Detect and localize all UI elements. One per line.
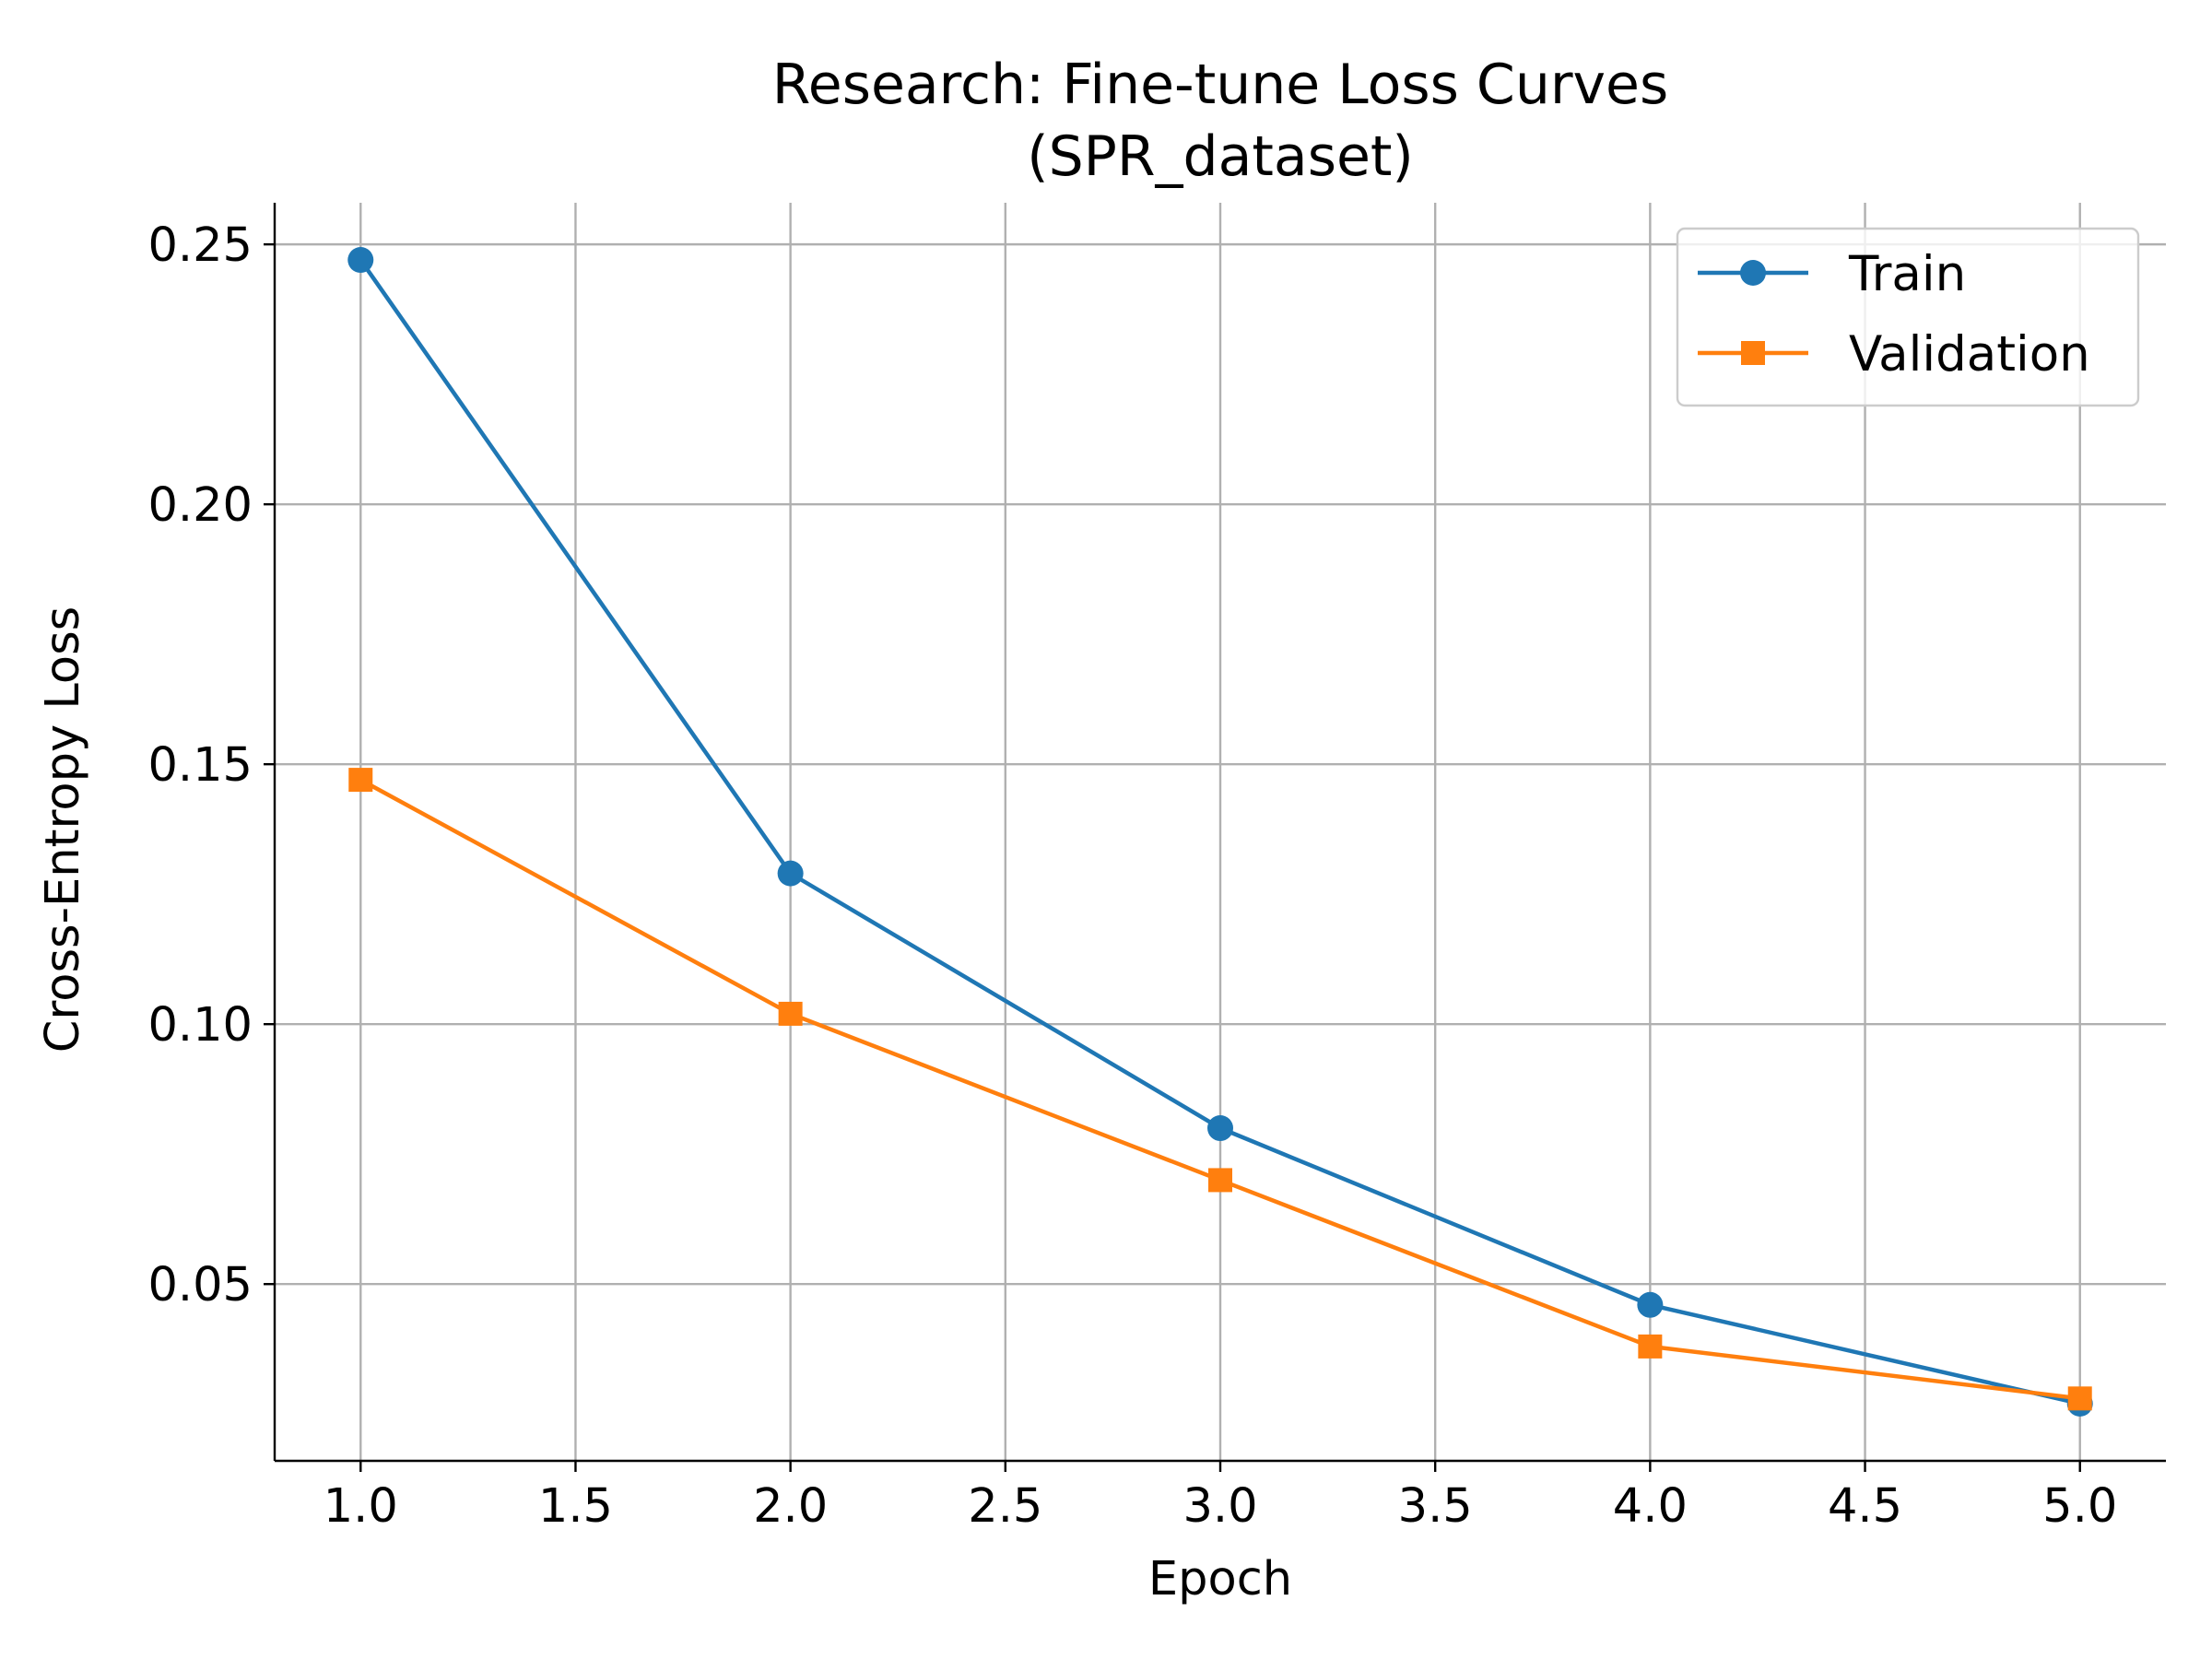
x-tick-label: 1.5 bbox=[538, 1479, 613, 1534]
validation-point bbox=[348, 768, 373, 793]
legend-marker bbox=[1741, 341, 1765, 365]
train-point bbox=[1207, 1115, 1233, 1142]
grid bbox=[275, 203, 2166, 1461]
legend-item-validation: Validation bbox=[1698, 326, 2090, 382]
series bbox=[347, 247, 2093, 1417]
x-tick-label: 2.5 bbox=[968, 1479, 1042, 1534]
x-tick-label: 5.0 bbox=[2042, 1479, 2117, 1534]
legend: Train Validation bbox=[1676, 227, 2140, 407]
y-tick-label: 0.10 bbox=[147, 998, 253, 1053]
x-tick-label: 3.5 bbox=[1398, 1479, 1473, 1534]
x-tick-label: 4.5 bbox=[1828, 1479, 1902, 1534]
y-axis-label: Cross-Entropy Loss bbox=[36, 606, 90, 1053]
legend-marker bbox=[1740, 260, 1766, 286]
y-tick-label: 0.15 bbox=[147, 738, 253, 793]
x-axis-label: Epoch bbox=[1148, 1552, 1292, 1606]
ticks: 1.0 1.5 2.0 2.5 3.0 3.5 4.0 4.5 5.0 0.05 0.10 0.15 0… bbox=[147, 218, 2117, 1534]
y-tick-label: 0.20 bbox=[147, 478, 253, 533]
validation-point bbox=[778, 1001, 803, 1026]
validation-point bbox=[1208, 1168, 1232, 1193]
x-tick-label: 1.0 bbox=[324, 1479, 398, 1534]
validation-point bbox=[2067, 1386, 2092, 1411]
legend-item-train: Train bbox=[1698, 246, 1966, 302]
legend-label: Train bbox=[1848, 246, 1966, 302]
x-tick-label: 3.0 bbox=[1182, 1479, 1257, 1534]
train-point bbox=[1637, 1291, 1664, 1318]
chart-title: Research: Fine-tune Loss Curves bbox=[772, 53, 1668, 117]
x-tick-label: 4.0 bbox=[1613, 1479, 1688, 1534]
y-tick-label: 0.25 bbox=[147, 218, 253, 273]
chart-subtitle: (SPR_dataset) bbox=[1027, 124, 1414, 189]
train-point bbox=[347, 247, 374, 274]
y-tick-label: 0.05 bbox=[147, 1258, 253, 1312]
train-point bbox=[777, 860, 804, 887]
validation-point bbox=[1638, 1334, 1663, 1359]
legend-label: Validation bbox=[1849, 326, 2090, 382]
x-tick-label: 2.0 bbox=[753, 1479, 828, 1534]
series-validation bbox=[348, 768, 2092, 1411]
